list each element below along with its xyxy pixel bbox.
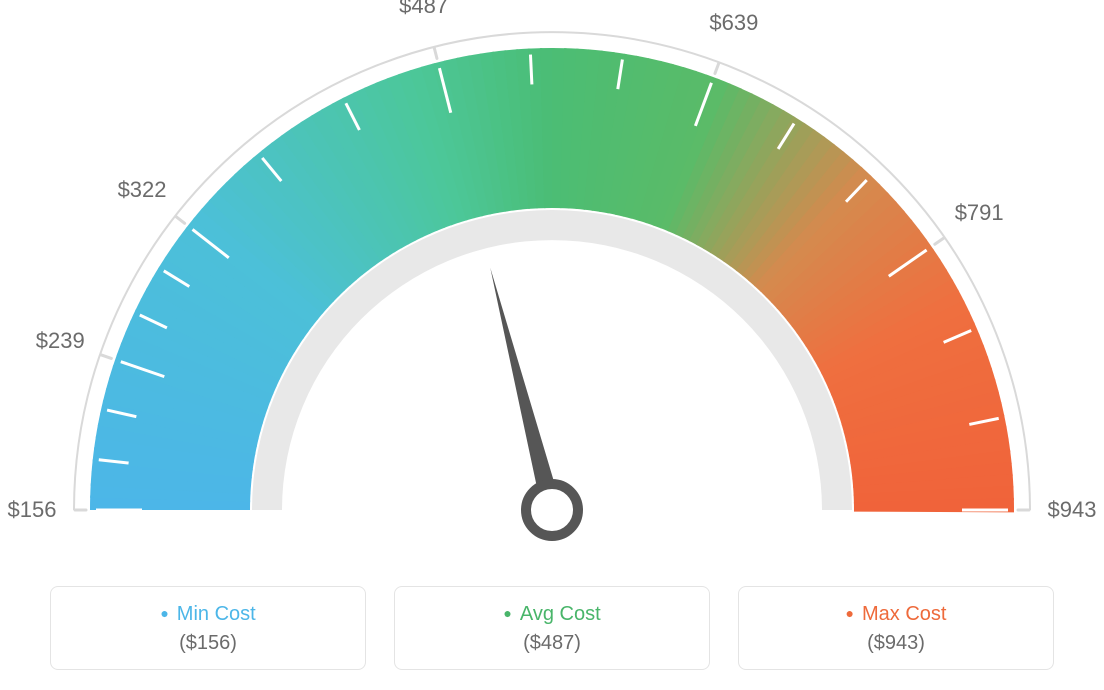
gauge-tick-label: $239	[36, 328, 85, 354]
gauge-tick-label: $322	[118, 177, 167, 203]
legend-avg-value: ($487)	[405, 632, 699, 655]
legend-avg-label: Avg Cost	[405, 603, 699, 626]
gauge-tick-label: $791	[955, 200, 1004, 226]
gauge-tick-label: $943	[1048, 497, 1097, 523]
legend-min-label: Min Cost	[61, 603, 355, 626]
gauge-svg	[0, 0, 1104, 560]
legend-min-value: ($156)	[61, 632, 355, 655]
gauge-tick-label: $639	[709, 10, 758, 36]
gauge-tick-label: $156	[8, 497, 57, 523]
legend-row: Min Cost ($156) Avg Cost ($487) Max Cost…	[0, 586, 1104, 670]
legend-max-label: Max Cost	[749, 603, 1043, 626]
legend-max-value: ($943)	[749, 632, 1043, 655]
legend-card-avg: Avg Cost ($487)	[394, 586, 710, 670]
legend-card-max: Max Cost ($943)	[738, 586, 1054, 670]
gauge-tick-label: $487	[399, 0, 448, 19]
cost-gauge: $156 $239 $322 $487 $639 $791 $943	[0, 0, 1104, 560]
legend-card-min: Min Cost ($156)	[50, 586, 366, 670]
